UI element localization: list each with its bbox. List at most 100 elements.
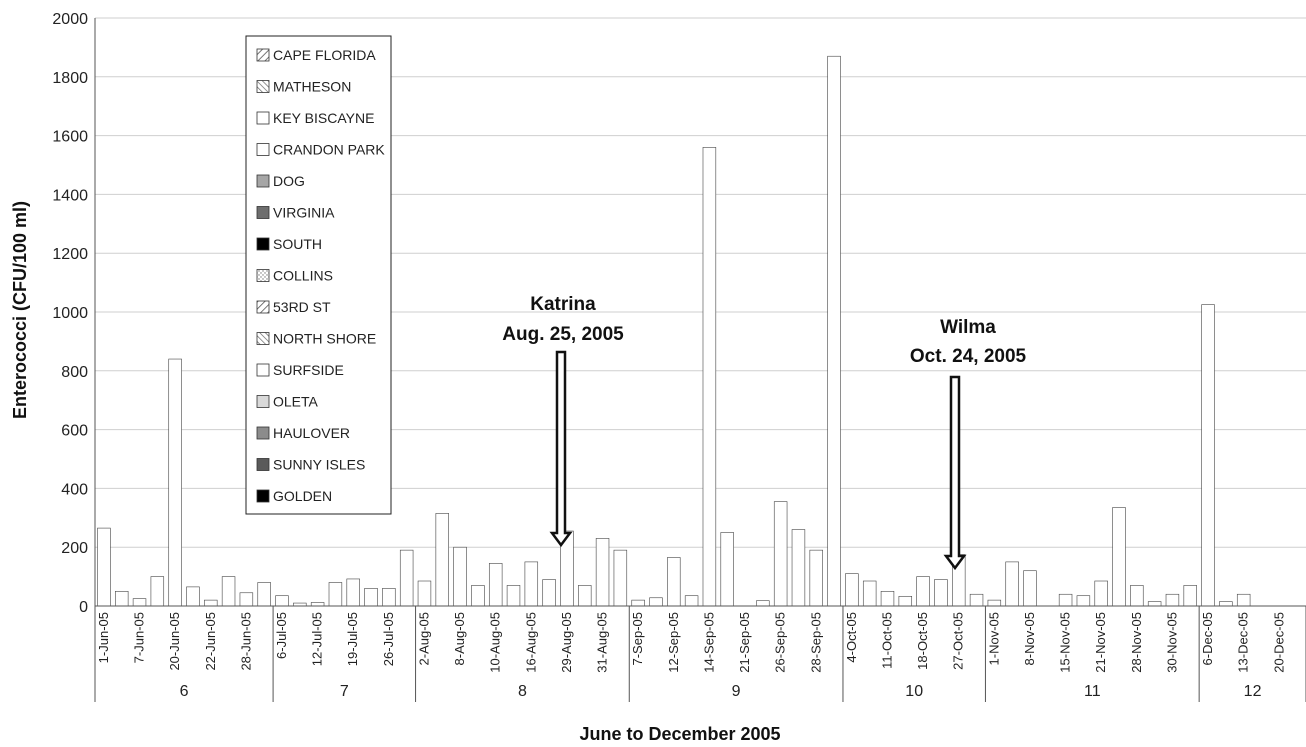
x-axis-title: June to December 2005: [579, 724, 780, 744]
bar-total: [1095, 581, 1108, 606]
bar-total: [703, 147, 716, 606]
bar-total: [1184, 585, 1197, 606]
x-tick-label: 18-Oct-05: [915, 612, 930, 670]
month-label: 8: [518, 683, 527, 700]
legend-swatch: [257, 459, 269, 471]
bar-total: [756, 601, 769, 606]
bar-total: [721, 533, 734, 607]
annotation-katrina-name: Katrina: [530, 294, 596, 315]
x-tick-label: 1-Nov-05: [986, 612, 1001, 665]
y-tick-label: 1200: [52, 246, 88, 263]
legend-swatch: [257, 427, 269, 439]
month-label: 11: [1084, 683, 1101, 700]
x-tick-label: 28-Sep-05: [808, 612, 823, 673]
x-tick-label: 11-Oct-05: [879, 612, 894, 669]
bar-total: [382, 588, 395, 606]
x-tick-label: 14-Sep-05: [701, 612, 716, 673]
annotation-wilma-name: Wilma: [940, 317, 996, 338]
x-tick-label: 26-Sep-05: [773, 612, 788, 673]
bar-total: [828, 56, 841, 606]
bar-total: [187, 587, 200, 606]
y-tick-label: 1800: [52, 70, 88, 87]
y-tick-label: 600: [61, 423, 88, 440]
legend-swatch: [257, 238, 269, 250]
x-tick-label: 27-Oct-05: [951, 612, 966, 670]
y-axis-tick-labels: 0 200 400 600 800 1000 1200 1400 1600 1800 2000: [52, 11, 88, 616]
legend-swatch: [257, 175, 269, 187]
bar-total: [115, 591, 128, 606]
x-tick-label: 6-Dec-05: [1200, 612, 1215, 665]
x-tick-label: 10-Aug-05: [488, 612, 503, 673]
bar-total: [1148, 602, 1161, 606]
x-tick-label: 4-Oct-05: [844, 612, 859, 663]
bar-total: [810, 550, 823, 606]
bar-total: [133, 599, 146, 606]
bar-total: [1077, 596, 1090, 606]
legend-label: HAULOVER: [273, 425, 350, 441]
x-tick-label: 28-Jun-05: [238, 612, 253, 671]
legend-label: SUNNY ISLES: [273, 457, 365, 473]
x-tick-label: 29-Aug-05: [559, 612, 574, 673]
legend-label: SURFSIDE: [273, 362, 344, 378]
x-tick-label: 2-Aug-05: [416, 612, 431, 665]
x-tick-label: 12-Jul-05: [310, 612, 325, 666]
legend-label: DOG: [273, 173, 305, 189]
y-tick-label: 2000: [52, 11, 88, 28]
legend-swatch: [257, 49, 269, 61]
bar-total: [436, 513, 449, 606]
month-label: 6: [180, 683, 189, 700]
legend-label: CAPE FLORIDA: [273, 47, 376, 63]
x-tick-label: 21-Nov-05: [1093, 612, 1108, 673]
bar-total: [1166, 594, 1179, 606]
legend-label: GOLDEN: [273, 488, 332, 504]
bar-total: [240, 593, 253, 606]
bar-total: [685, 596, 698, 606]
bar-total: [863, 581, 876, 606]
x-tick-label: 22-Jun-05: [203, 612, 218, 671]
bar-total: [667, 557, 680, 606]
legend-swatch: [257, 144, 269, 156]
x-tick-label: 7-Sep-05: [630, 612, 645, 665]
y-tick-label: 0: [79, 599, 88, 616]
bar-total: [1237, 594, 1250, 606]
x-tick-label: 8-Aug-05: [452, 612, 467, 665]
bar-total: [970, 594, 983, 606]
x-tick-label: 28-Nov-05: [1129, 612, 1144, 673]
x-tick-label: 1-Jun-05: [96, 612, 111, 663]
y-tick-label: 1600: [52, 129, 88, 146]
legend-swatch: [257, 490, 269, 502]
bar-total: [365, 588, 378, 606]
bar-total: [1130, 585, 1143, 606]
bar-total: [899, 596, 912, 606]
bar-total: [1059, 594, 1072, 606]
bar-total: [596, 538, 609, 606]
annotations: Katrina Aug. 25, 2005 Wilma Oct. 24, 2005: [502, 294, 1026, 568]
bar-total: [988, 600, 1001, 606]
legend-swatch: [257, 112, 269, 124]
legend-label: COLLINS: [273, 268, 333, 284]
bar-total: [774, 502, 787, 606]
x-tick-label: 12-Sep-05: [666, 612, 681, 673]
bar-total: [1006, 562, 1019, 606]
bar-total: [347, 579, 360, 606]
legend-label: VIRGINIA: [273, 205, 335, 221]
y-tick-label: 400: [61, 481, 88, 498]
y-tick-label: 1400: [52, 187, 88, 204]
legend-swatch: [257, 207, 269, 219]
bar-total: [917, 577, 930, 606]
legend-label: OLETA: [273, 394, 319, 410]
bar-total: [578, 585, 591, 606]
bar-total: [204, 600, 217, 606]
legend-swatch: [257, 81, 269, 93]
bar-total: [543, 580, 556, 606]
bar-total: [881, 591, 894, 606]
x-tick-label: 31-Aug-05: [595, 612, 610, 673]
x-tick-label: 15-Nov-05: [1058, 612, 1073, 673]
x-tick-label: 6-Jul-05: [274, 612, 289, 659]
legend-swatch: [257, 396, 269, 408]
month-label: 12: [1244, 683, 1262, 700]
bar-total: [614, 550, 627, 606]
legend-swatch: [257, 333, 269, 345]
x-tick-label: 8-Nov-05: [1022, 612, 1037, 665]
bar-total: [507, 585, 520, 606]
